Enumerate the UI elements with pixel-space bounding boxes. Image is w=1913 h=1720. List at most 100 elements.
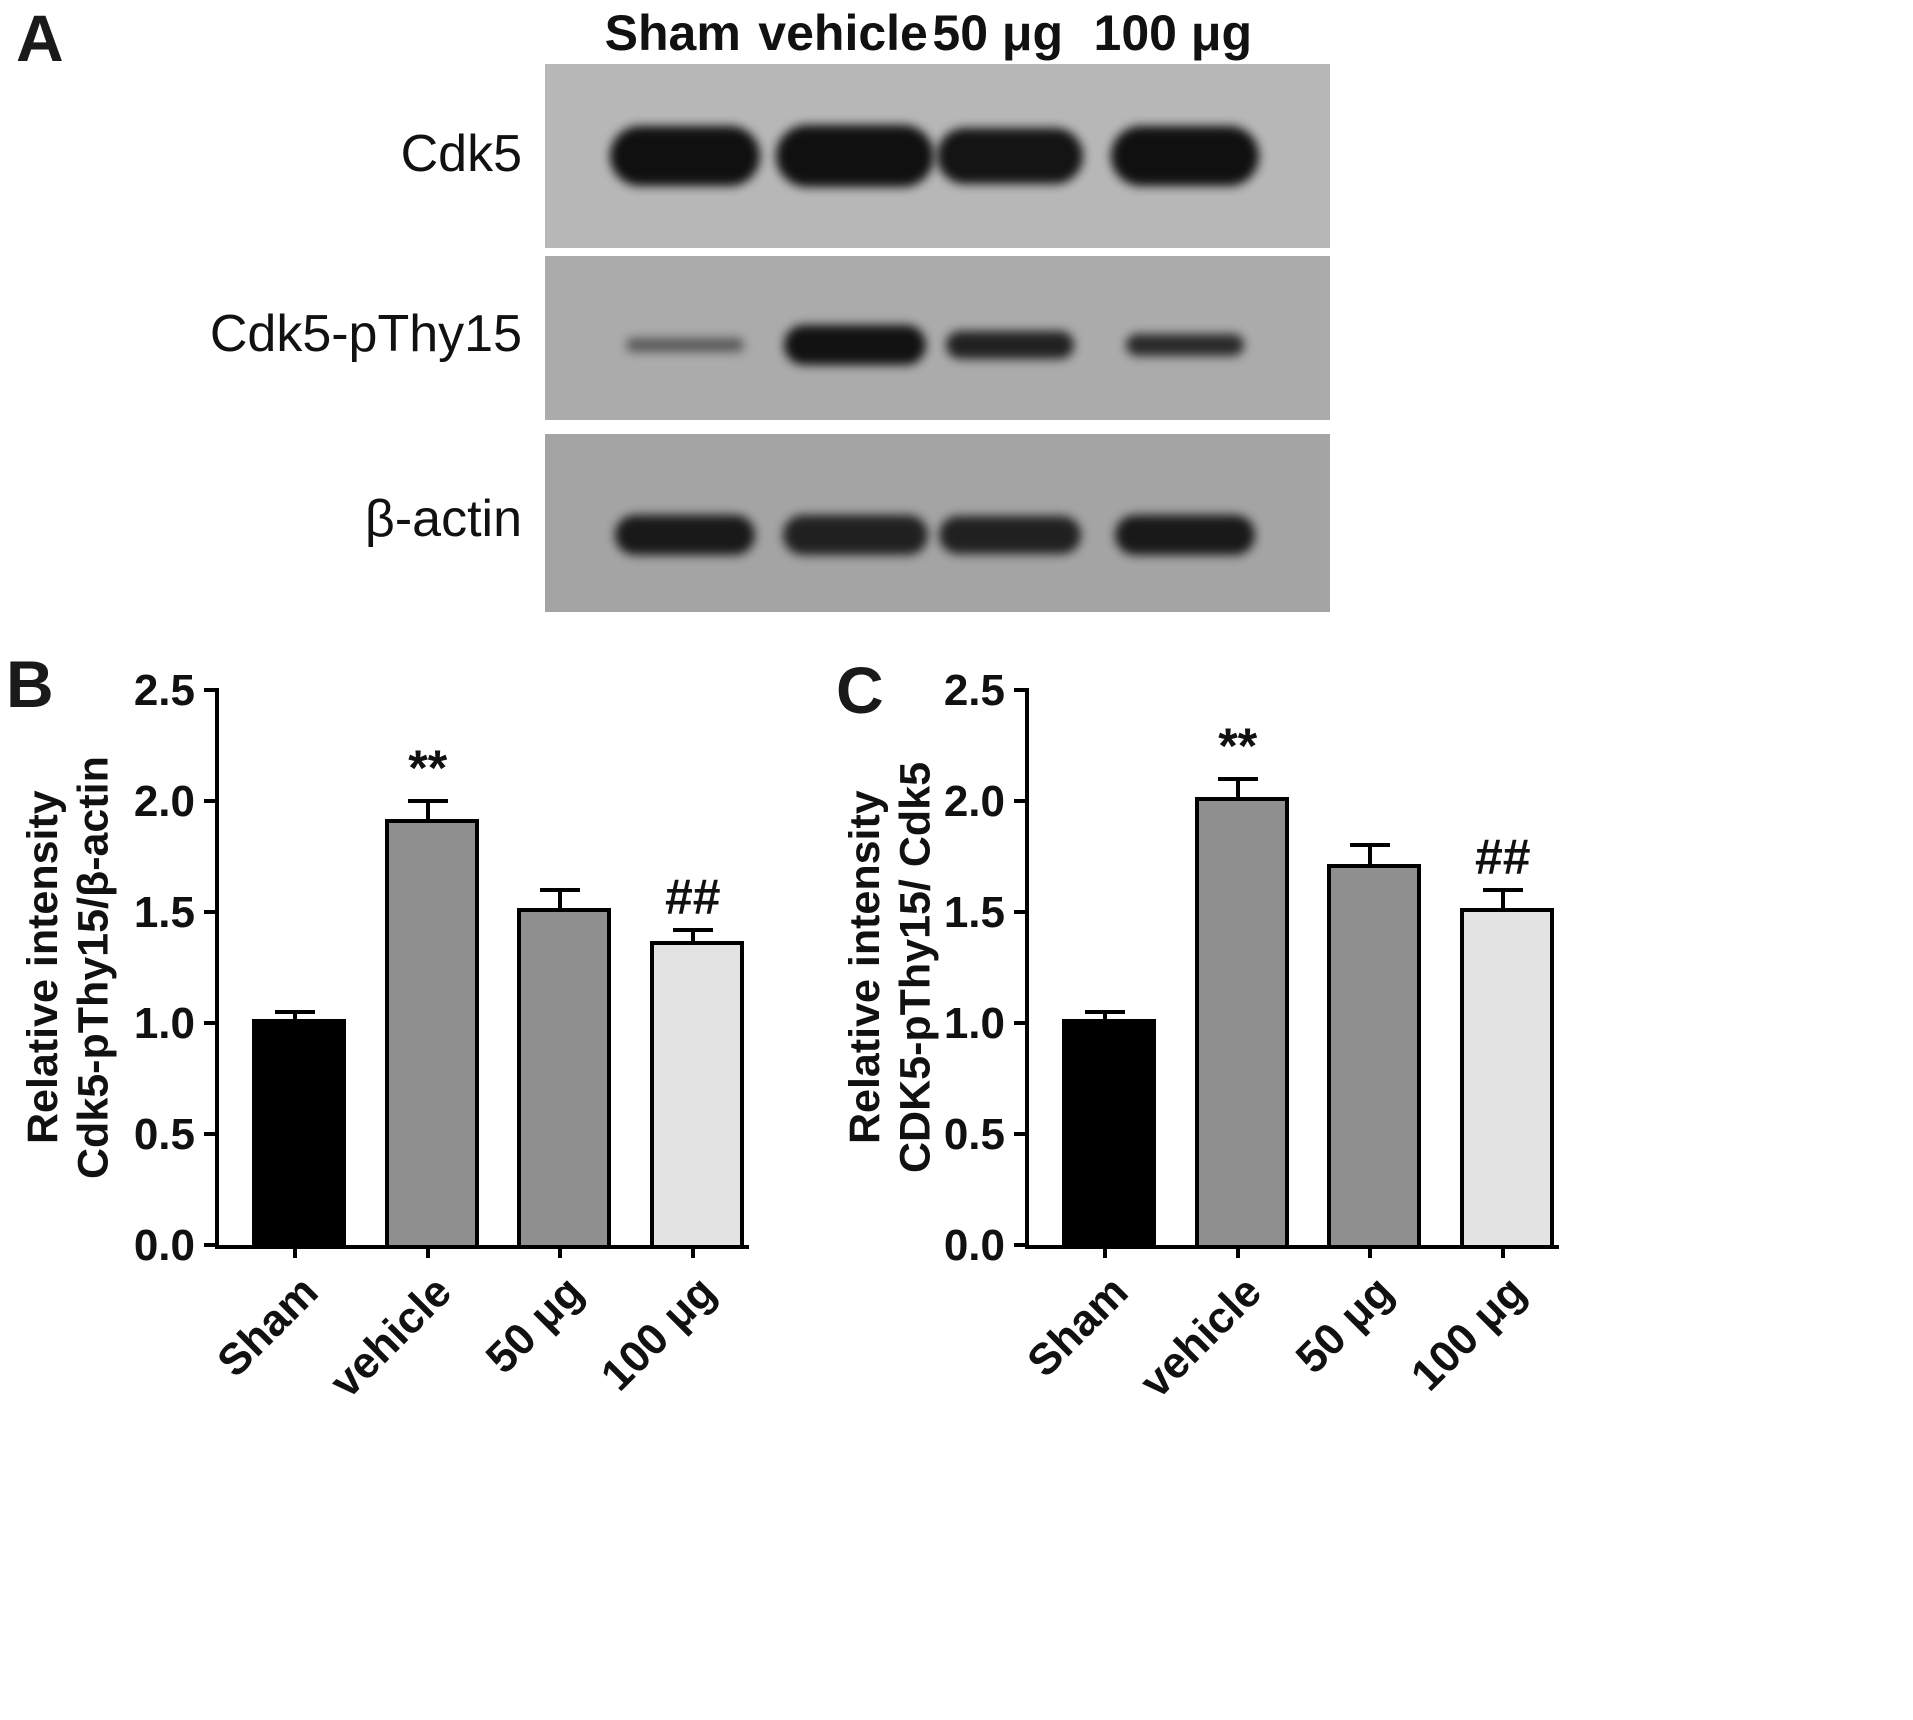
error-bar-line (1103, 1011, 1108, 1023)
x-tick-label: vehicle (320, 1267, 461, 1408)
y-tick (204, 1132, 219, 1136)
error-bar-line (1368, 845, 1373, 868)
blot-band (625, 337, 744, 352)
lane-header: Sham (604, 5, 741, 61)
y-tick (204, 1021, 219, 1025)
x-tick (1500, 1245, 1505, 1258)
bar-chart-b: 0.0 0.5 1.0 1.5 2.0 2.5 Sham vehicle ** 50 μg 100 … (134, 669, 749, 1407)
blot-band (784, 324, 927, 365)
y-tick (1014, 799, 1029, 803)
blot-row-label-cdk5: Cdk5 (400, 125, 522, 183)
error-bar-line (558, 889, 563, 912)
y-tick (204, 1243, 219, 1247)
y-tick (1014, 1132, 1029, 1136)
error-bar-cap (275, 1009, 316, 1014)
panel-c-label: C (836, 653, 884, 727)
error-bar-cap (1350, 843, 1391, 848)
error-bar-line (425, 801, 430, 824)
error-bar-line (293, 1011, 298, 1023)
blot-band (1114, 515, 1255, 556)
error-bar-line (1500, 889, 1505, 912)
y-tick-label: 2.5 (133, 666, 195, 715)
y-axis-title-b-line1: Relative intensity (19, 790, 67, 1145)
blot-band (782, 515, 928, 556)
panel-b-label: B (6, 647, 54, 721)
y-tick (1014, 1021, 1029, 1025)
y-tick (204, 799, 219, 803)
blot-band (609, 126, 760, 186)
error-bar-cap (672, 927, 713, 932)
bar-50 μg (517, 908, 612, 1245)
y-tick (204, 910, 219, 914)
y-tick-label: 0.0 (133, 1221, 195, 1270)
x-tick-label: 100 μg (1402, 1267, 1536, 1401)
significance-annotation: ** (408, 740, 448, 796)
significance-annotation: ## (664, 868, 721, 925)
x-tick-label: 50 μg (1286, 1267, 1403, 1383)
blot-band (945, 330, 1074, 359)
lane-header: vehicle (758, 5, 928, 61)
significance-annotation: ## (1474, 828, 1531, 885)
x-tick (1235, 1245, 1240, 1258)
y-tick (1014, 1243, 1029, 1247)
y-tick (1014, 688, 1029, 692)
bar-vehicle (1194, 797, 1289, 1245)
x-tick (1103, 1245, 1108, 1258)
x-tick (558, 1245, 563, 1258)
x-tick-label: 100 μg (592, 1267, 726, 1401)
blot-strip-cdk5-pthy15 (545, 256, 1330, 420)
bar-Sham (1062, 1019, 1157, 1245)
x-tick-label: Sham (208, 1267, 328, 1387)
y-tick (1014, 910, 1029, 914)
y-axis-title-c-line1: Relative intensity (841, 790, 889, 1145)
y-axis-title-c: Relative intensity CDK5-pThy15/ Cdk5 (840, 690, 941, 1245)
x-tick (690, 1245, 695, 1258)
x-tick (1368, 1245, 1373, 1258)
blot-band (776, 125, 935, 187)
x-tick-label: vehicle (1130, 1267, 1271, 1408)
x-tick (293, 1245, 298, 1258)
lane-header: 100 μg (1093, 5, 1252, 61)
blot-row-label-beta-actin: β-actin (364, 490, 522, 548)
blot-band (936, 128, 1083, 184)
blot-strip-beta-actin (545, 434, 1330, 612)
y-tick-label: 1.0 (133, 999, 195, 1048)
blot-band (1110, 126, 1259, 186)
error-bar-cap (1482, 887, 1523, 892)
panel-a-label: A (16, 1, 64, 75)
y-axis-title-b-line2: Cdk5-pThy15/β-actin (69, 756, 118, 1179)
y-tick-label: 1.5 (133, 888, 195, 937)
y-tick-label: 0.0 (943, 1221, 1005, 1270)
error-bar-line (690, 929, 695, 946)
error-bar-cap (1217, 776, 1258, 781)
x-tick (425, 1245, 430, 1258)
bar-Sham (252, 1019, 347, 1245)
blot-row-label-cdk5-pthy15: Cdk5-pThy15 (209, 305, 522, 363)
significance-annotation: ** (1218, 717, 1258, 774)
y-tick (204, 688, 219, 692)
y-tick-label: 0.5 (133, 1110, 195, 1159)
y-tick-label: 1.0 (943, 999, 1005, 1048)
blot-band (1125, 333, 1244, 356)
y-axis-title-b: Relative intensity Cdk5-pThy15/β-actin (18, 690, 119, 1245)
y-tick-label: 2.5 (943, 666, 1005, 715)
x-tick-label: 50 μg (476, 1267, 593, 1383)
blot-band (614, 515, 755, 556)
x-tick-label: Sham (1018, 1267, 1138, 1387)
bar-100 μg (649, 941, 744, 1245)
bar-chart-c: 0.0 0.5 1.0 1.5 2.0 2.5 Sham vehicle ** 50 μg 100 … (944, 669, 1559, 1407)
error-bar-cap (407, 799, 448, 803)
lane-header: 50 μg (932, 5, 1064, 61)
blot-strip-cdk5 (545, 64, 1330, 248)
y-tick-label: 2.0 (943, 777, 1005, 826)
y-axis-title-c-line2: CDK5-pThy15/ Cdk5 (891, 762, 940, 1173)
y-tick-label: 2.0 (133, 777, 195, 826)
bar-50 μg (1327, 863, 1422, 1245)
bar-vehicle (384, 819, 479, 1245)
blot-band (938, 516, 1081, 555)
error-bar-cap (540, 887, 581, 892)
error-bar-cap (1085, 1009, 1126, 1014)
error-bar-line (1235, 778, 1240, 801)
y-tick-label: 1.5 (943, 888, 1005, 937)
y-tick-label: 0.5 (943, 1110, 1005, 1159)
